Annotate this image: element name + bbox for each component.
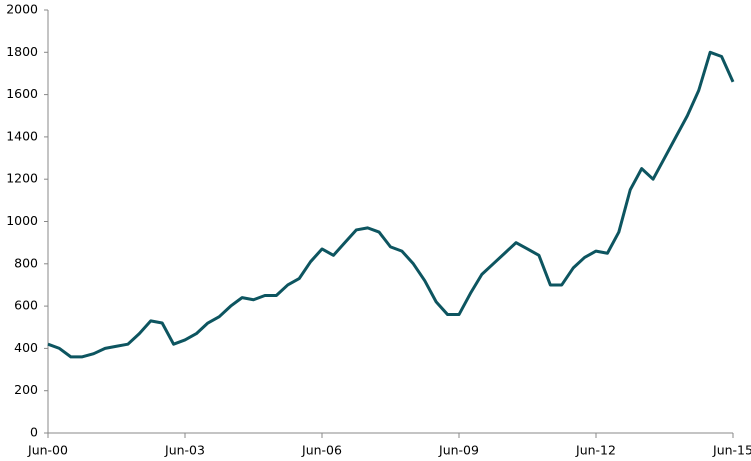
y-tick-label: 1800 [6, 44, 38, 59]
y-tick-label: 1400 [6, 128, 38, 143]
x-tick-label: Jun-03 [164, 443, 205, 458]
x-tick-label: Jun-15 [712, 443, 751, 458]
y-tick-label: 1600 [6, 86, 38, 101]
y-tick-label: 1200 [6, 171, 38, 186]
x-tick-label: Jun-00 [27, 443, 68, 458]
data-line [47, 50, 735, 359]
y-tick-label: 1000 [6, 213, 38, 228]
x-tick-label: Jun-09 [438, 443, 479, 458]
y-tick-label: 0 [30, 425, 38, 440]
y-tick-label: 800 [14, 255, 38, 270]
x-tick-label: Jun-12 [575, 443, 616, 458]
y-tick-label: 600 [14, 298, 38, 313]
y-tick-label: 2000 [6, 2, 38, 17]
y-tick-label: 400 [14, 340, 38, 355]
y-tick-label: 200 [14, 382, 38, 397]
x-tick-label: Jun-06 [301, 443, 342, 458]
